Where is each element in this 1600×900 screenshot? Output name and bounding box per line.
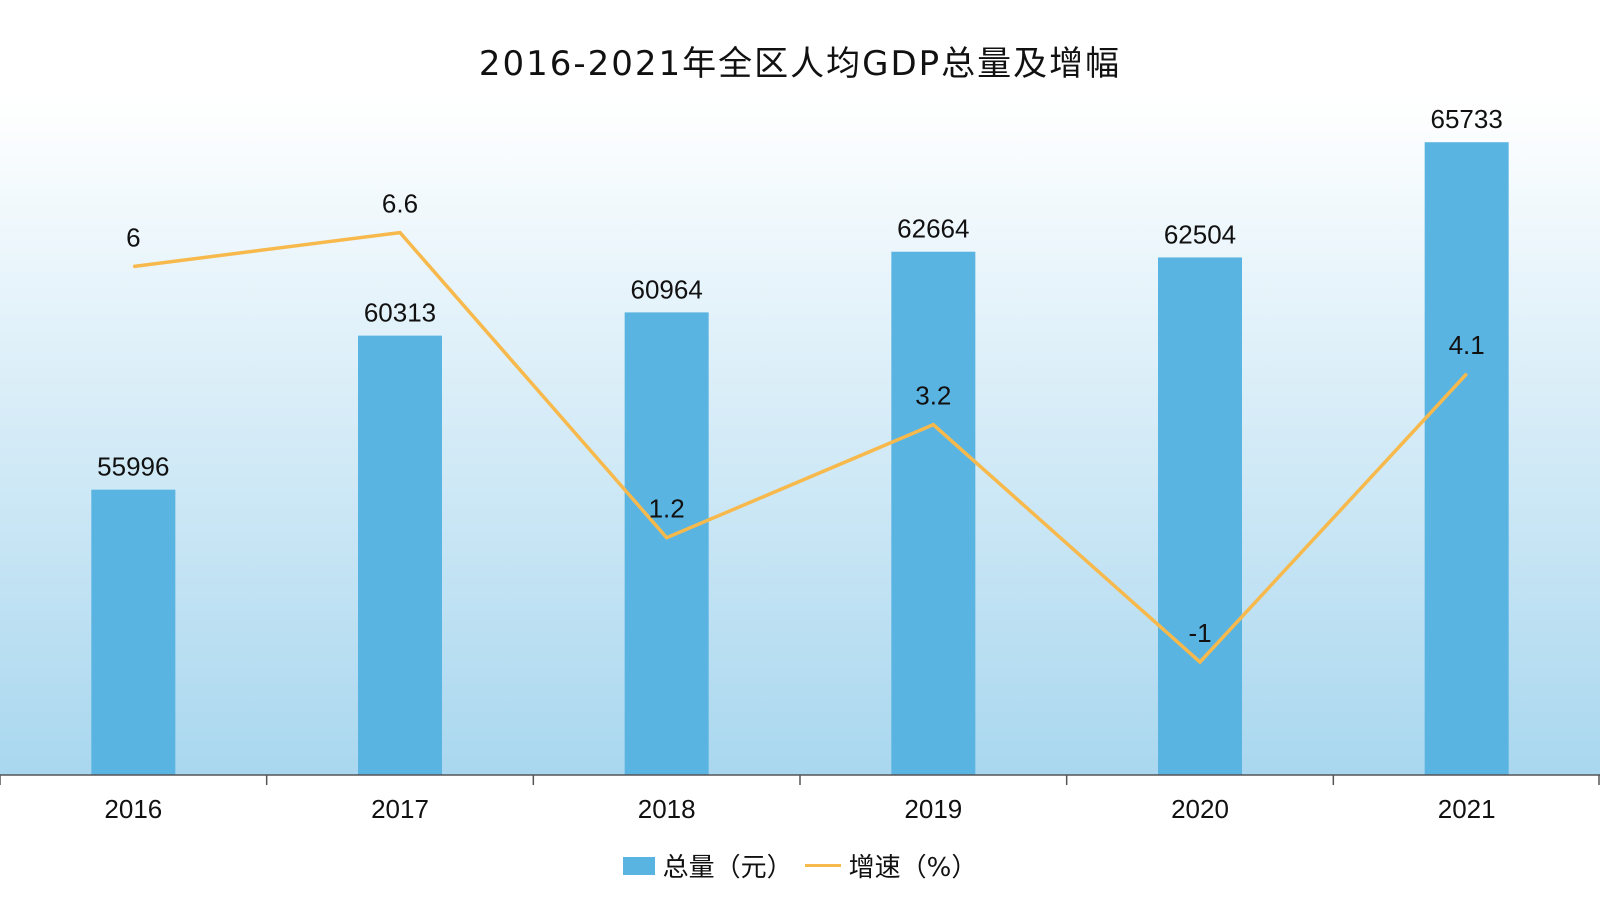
line-point-2017 [399, 232, 401, 234]
line-value-label-2016: 6 [126, 223, 140, 253]
line-value-label-2019: 3.2 [915, 381, 951, 411]
legend-line-label: 增速（%） [848, 853, 978, 883]
legend-item-line: 增速（%） [804, 847, 978, 884]
bar-value-label-2019: 62664 [897, 214, 969, 244]
plot-background [0, 97, 1600, 775]
line-point-2018 [666, 537, 668, 539]
bar-value-label-2016: 55996 [97, 452, 169, 482]
line-point-2021 [1466, 373, 1468, 375]
line-point-2016 [132, 266, 134, 267]
legend: 总量（元） 增速（%） [0, 847, 1600, 884]
legend-item-bar: 总量（元） [622, 847, 793, 884]
x-tick-label-2019: 2019 [904, 794, 962, 824]
x-tick-label-2021: 2021 [1438, 794, 1496, 824]
x-tick-label-2016: 2016 [104, 794, 162, 824]
line-layer [132, 230, 1468, 665]
x-tick-label-2018: 2018 [638, 794, 696, 824]
bar-2018 [624, 312, 709, 775]
x-axis: 2016 2017 2018 2019 2020 2021 [0, 774, 1600, 824]
bar-value-label-2017: 60313 [364, 298, 436, 328]
bar-value-label-2018: 60964 [631, 274, 703, 304]
line-value-label-2020: -1 [1188, 618, 1211, 648]
legend-bar-swatch [622, 856, 655, 875]
chart-title: 2016-2021年全区人均GDP总量及增幅 [478, 44, 1122, 84]
bar-2019 [891, 251, 976, 775]
line-value-label-2018: 1.2 [649, 494, 685, 524]
bars-layer [91, 142, 1509, 775]
bar-value-label-2021: 65733 [1431, 104, 1503, 134]
bar-2020 [1158, 257, 1242, 775]
bar-2021 [1424, 142, 1509, 775]
bar-2016 [91, 489, 176, 775]
line-point-2019 [932, 424, 934, 426]
line-point-2020 [1199, 661, 1201, 663]
line-value-label-2021: 4.1 [1449, 330, 1485, 360]
bar-value-label-2020: 62504 [1164, 219, 1236, 249]
legend-line-swatch [804, 864, 841, 867]
growth-line [133, 230, 1468, 665]
bar-2017 [358, 335, 442, 775]
line-value-label-2017: 6.6 [382, 189, 418, 219]
x-tick-label-2020: 2020 [1171, 794, 1229, 824]
data-labels-layer: 55996 60313 60964 62664 62504 65733 6 6.6 1.2 3.2… [97, 104, 1503, 648]
legend-bar-label: 总量（元） [662, 853, 793, 883]
x-tick-label-2017: 2017 [371, 794, 429, 824]
